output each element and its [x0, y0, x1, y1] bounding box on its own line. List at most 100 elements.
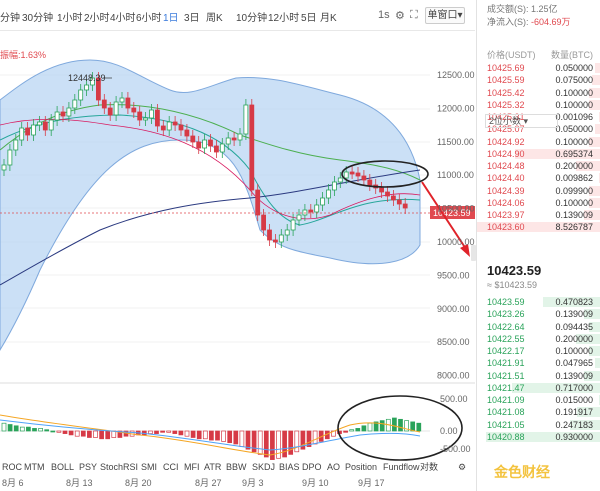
ask-row[interactable]: 10425.69 0.050000 [477, 62, 600, 74]
contrast-toggle[interactable]: 对数 [420, 461, 438, 472]
indicator-tab[interactable]: AO [327, 462, 340, 472]
ask-row[interactable]: 10425.59 0.075000 [477, 74, 600, 86]
timeframe-tab[interactable]: 10分钟 [236, 13, 268, 24]
bid-row[interactable]: 10421.51 0.139009 [477, 370, 600, 382]
candle-body [249, 104, 255, 191]
indicator-tab[interactable]: StochRSI [100, 462, 138, 472]
indicator-tab[interactable]: Position [345, 462, 377, 472]
bid-row[interactable]: 10421.09 0.015000 [477, 394, 600, 406]
order-qty: 0.200000 [555, 161, 593, 171]
ask-row[interactable]: 10424.48 0.200000 [477, 160, 600, 172]
indicator-tab[interactable]: ROC [2, 462, 23, 472]
price-axis-label: 8500.00 [437, 337, 470, 347]
macd-bar [416, 422, 422, 432]
candle-body [225, 137, 231, 145]
order-qty: 0.470823 [555, 297, 593, 307]
bid-row[interactable]: 10421.91 0.047965 [477, 357, 600, 369]
date-label: 9月 17 [358, 478, 385, 488]
indicator-tab[interactable]: SKDJ [252, 462, 275, 472]
settings-small-icon[interactable]: ⚙ [458, 462, 466, 472]
ask-row[interactable]: 10425.42 0.100000 [477, 87, 600, 99]
timeframe-tab[interactable]: 5日 [301, 13, 317, 24]
candle-body [367, 179, 373, 186]
timeframe-tab[interactable]: 1小时 [57, 13, 83, 24]
indicator-tab[interactable]: MFI [184, 462, 200, 472]
bid-row[interactable]: 10421.08 0.191917 [477, 406, 600, 418]
order-qty: 0.075000 [555, 75, 593, 86]
macd-bar [373, 421, 379, 432]
indicator-tab[interactable]: MTM [24, 462, 45, 472]
indicator-tab[interactable]: SMI [141, 462, 157, 472]
bid-row[interactable]: 10422.17 0.100000 [477, 345, 600, 357]
macd-bar [56, 430, 62, 433]
ask-row[interactable]: 10423.60 8.526787 [477, 221, 600, 233]
ask-row[interactable]: 10424.40 0.009862 [477, 172, 600, 184]
timeframe-tab[interactable]: 12小时 [268, 13, 300, 24]
macd-bar [263, 430, 269, 458]
indicator-tab[interactable]: PSY [79, 462, 97, 472]
ask-row[interactable]: 10425.07 0.050000 [477, 123, 600, 135]
candle-body [60, 111, 66, 117]
timeframe-tab[interactable]: 4小时 [110, 13, 136, 24]
order-price: 10424.48 [487, 161, 525, 171]
bid-row[interactable]: 10423.26 0.139009 [477, 308, 600, 320]
ask-row[interactable]: 10425.32 0.100000 [477, 99, 600, 111]
indicator-tab[interactable]: Fundflow [383, 462, 420, 472]
ask-row[interactable]: 10424.06 0.100000 [477, 197, 600, 209]
ask-row[interactable]: 10424.92 0.100000 [477, 136, 600, 148]
macd-bar [87, 430, 92, 438]
candle-body [361, 175, 367, 181]
col-price-header: 价格(USDT) [487, 50, 536, 60]
price-axis-label: 10000.00 [437, 237, 475, 247]
bid-row[interactable]: 10423.59 0.470823 [477, 296, 600, 308]
window-mode-button[interactable]: 单窗口▾ [425, 7, 465, 24]
indicator-tab[interactable]: BBW [226, 462, 247, 472]
timeframe-tab[interactable]: 30分钟 [22, 13, 54, 24]
macd-bar [74, 430, 80, 437]
depth-bar [514, 148, 600, 159]
timeframe-tab[interactable]: 6小时 [136, 13, 162, 24]
indicator-tab[interactable]: BIAS [279, 462, 300, 472]
gear-icon[interactable]: ⚙ [395, 10, 405, 22]
panel-collapse-handle[interactable] [471, 245, 476, 261]
ask-row[interactable]: 10423.97 0.139009 [477, 209, 600, 221]
macd-bar [282, 430, 287, 458]
order-price: 10420.88 [487, 431, 525, 442]
candle-body [219, 143, 225, 153]
candle-body [42, 121, 48, 131]
depth-bar [512, 382, 600, 393]
ask-row[interactable]: 10424.39 0.099900 [477, 185, 600, 197]
macd-bar [38, 428, 43, 432]
order-qty: 0.094435 [555, 321, 593, 332]
macd-bar [227, 430, 233, 444]
indicator-tab[interactable]: DPO [302, 462, 322, 472]
timeframe-tab[interactable]: 月K [320, 13, 337, 24]
bid-row[interactable]: 10422.64 0.094435 [477, 321, 600, 333]
timeframe-tab[interactable]: 分钟 [0, 13, 20, 24]
ask-row[interactable]: 10424.90 0.695374 [477, 148, 600, 160]
indicator-tab[interactable]: CCI [163, 462, 179, 472]
date-label: 9月 3 [242, 478, 264, 488]
candle-body [261, 214, 267, 231]
timeframe-extra[interactable]: 1s [378, 9, 390, 21]
macd-axis: 500.00 0.00 -500.00 [440, 394, 471, 454]
depth-select[interactable]: 2位小数 ▾ [485, 114, 558, 128]
price-chart[interactable]: 12448.39 振幅:1.63% 10423.59 12500.00 12000… [0, 30, 475, 491]
timeframe-tab[interactable]: 2小时 [84, 13, 110, 24]
bid-row[interactable]: 10421.05 0.247183 [477, 419, 600, 431]
candle-body [326, 189, 331, 199]
bid-row[interactable]: 10421.47 0.717000 [477, 382, 600, 394]
timeframe-tab[interactable]: 1日 [163, 13, 179, 24]
bid-row[interactable]: 10420.88 0.930000 [477, 431, 600, 443]
indicator-tab[interactable]: ATR [204, 462, 222, 472]
indicator-tab[interactable]: BOLL [51, 462, 74, 472]
timeframe-tab[interactable]: 周K [206, 13, 223, 24]
candle-body [349, 171, 355, 175]
bid-row[interactable]: 10422.55 0.200000 [477, 333, 600, 345]
timeframe-tab[interactable]: 3日 [184, 13, 200, 24]
candle-body [213, 145, 219, 153]
fullscreen-icon[interactable]: ⛶ [410, 9, 418, 21]
candle-body [90, 77, 95, 86]
date-label: 8月 6 [2, 478, 24, 488]
price-axis-label: 11500.00 [437, 137, 474, 147]
